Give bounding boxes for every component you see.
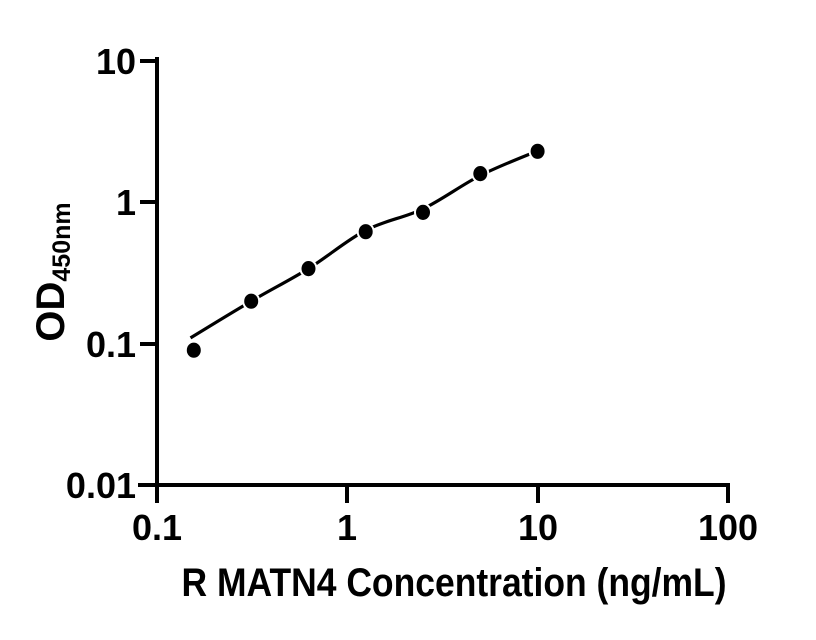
x-tick-label-100: 100 <box>698 507 758 548</box>
data-point <box>299 259 318 279</box>
data-point <box>471 164 490 184</box>
axes <box>138 57 730 503</box>
y-tick-label-10: 10 <box>96 41 136 82</box>
y-tick-label-0-1: 0.1 <box>86 324 136 365</box>
y-axis-title: OD450nm <box>29 202 76 341</box>
data-point <box>414 202 432 222</box>
x-tick-labels: 0.1 1 10 100 <box>132 507 758 548</box>
y-axis-title-subscript: 450nm <box>48 202 76 281</box>
y-tick-label-1: 1 <box>116 182 136 223</box>
data-points <box>184 141 547 360</box>
x-tick-label-0-1: 0.1 <box>132 507 182 548</box>
x-tick-label-1: 1 <box>337 507 357 548</box>
y-axis-title-main: OD <box>29 282 73 342</box>
data-point <box>242 291 261 311</box>
data-point <box>184 340 203 360</box>
data-point <box>528 141 547 161</box>
data-point <box>356 222 375 242</box>
y-tick-labels: 10 1 0.1 0.01 <box>66 41 136 506</box>
x-axis-title: R MATN4 Concentration (ng/mL) <box>182 561 727 605</box>
y-tick-label-0-01: 0.01 <box>66 465 136 506</box>
x-tick-label-10: 10 <box>518 507 558 548</box>
